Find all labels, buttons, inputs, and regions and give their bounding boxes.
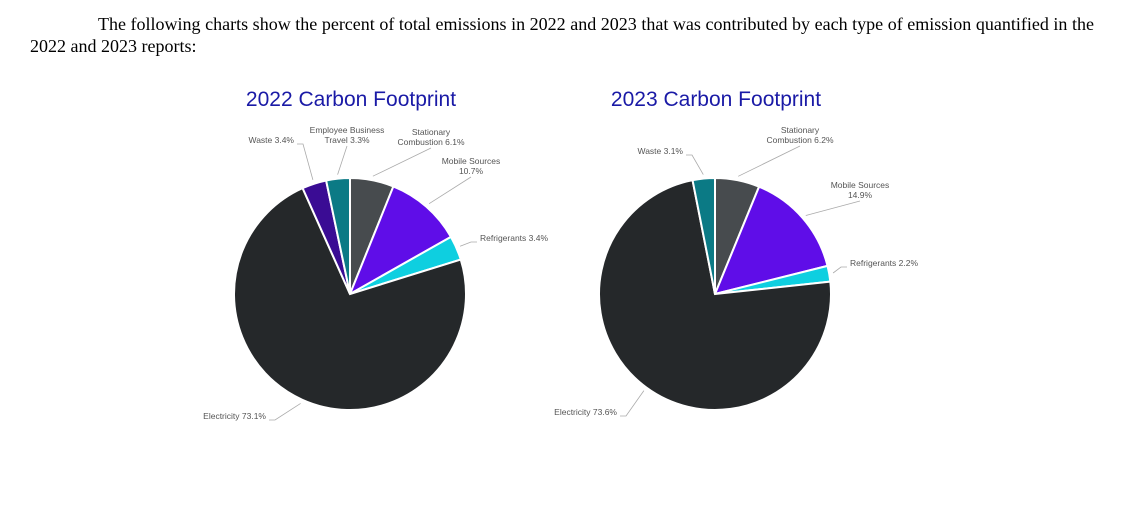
- slice-label: Refrigerants 3.4%: [480, 233, 548, 243]
- leader-line: [738, 145, 801, 177]
- pie-svg-2023: Stationary Combustion 6.2% Mobile Sources 1…: [554, 125, 918, 417]
- leader-line: [832, 266, 847, 274]
- slice-label: Waste 3.1%: [637, 146, 683, 156]
- leader-line: [620, 390, 645, 417]
- leader-line: [372, 147, 432, 177]
- slice-label: Mobile Sources 10.7%: [442, 156, 501, 176]
- leader-line: [337, 145, 348, 175]
- slice-label: Electricity 73.6%: [554, 407, 617, 417]
- slice-label: Waste 3.4%: [248, 135, 294, 145]
- slice-label: Mobile Sources 14.9%: [831, 180, 890, 200]
- pie-slice-employee-business-travel: [324, 176, 351, 295]
- leader-line: [428, 176, 472, 205]
- slice-label: Stationary Combustion 6.2%: [766, 125, 834, 145]
- pie-slice-mobile-sources: [713, 185, 829, 296]
- leader-line: [269, 403, 301, 421]
- leader-line: [805, 200, 861, 216]
- slice-label: Employee Business Travel 3.3%: [310, 125, 385, 145]
- slice-label: Refrigerants 2.2%: [850, 258, 918, 268]
- pie-slice-electricity: [232, 186, 467, 411]
- leader-line: [686, 154, 704, 175]
- pie-svg-2022: Stationary Combustion 6.1% Mobile Sources 1…: [203, 125, 548, 421]
- leader-line: [459, 241, 477, 247]
- pie-slice-electricity: [598, 179, 832, 411]
- pie-slice-waste: [691, 176, 716, 295]
- leader-line: [297, 143, 314, 181]
- slice-label: Stationary Combustion 6.1%: [397, 127, 465, 147]
- pie-slice-mobile-sources: [348, 185, 453, 297]
- pie-chart-2023: Stationary Combustion 6.2% Mobile Sources 1…: [526, 88, 918, 438]
- pie-chart-2022: Stationary Combustion 6.1% Mobile Sources 1…: [161, 88, 548, 438]
- chart-title-2023: 2023 Carbon Footprint: [610, 88, 822, 111]
- slice-label: Electricity 73.1%: [203, 411, 266, 421]
- chart-title-2022: 2022 Carbon Footprint: [245, 88, 457, 111]
- intro-paragraph: The following charts show the percent of…: [30, 14, 1094, 56]
